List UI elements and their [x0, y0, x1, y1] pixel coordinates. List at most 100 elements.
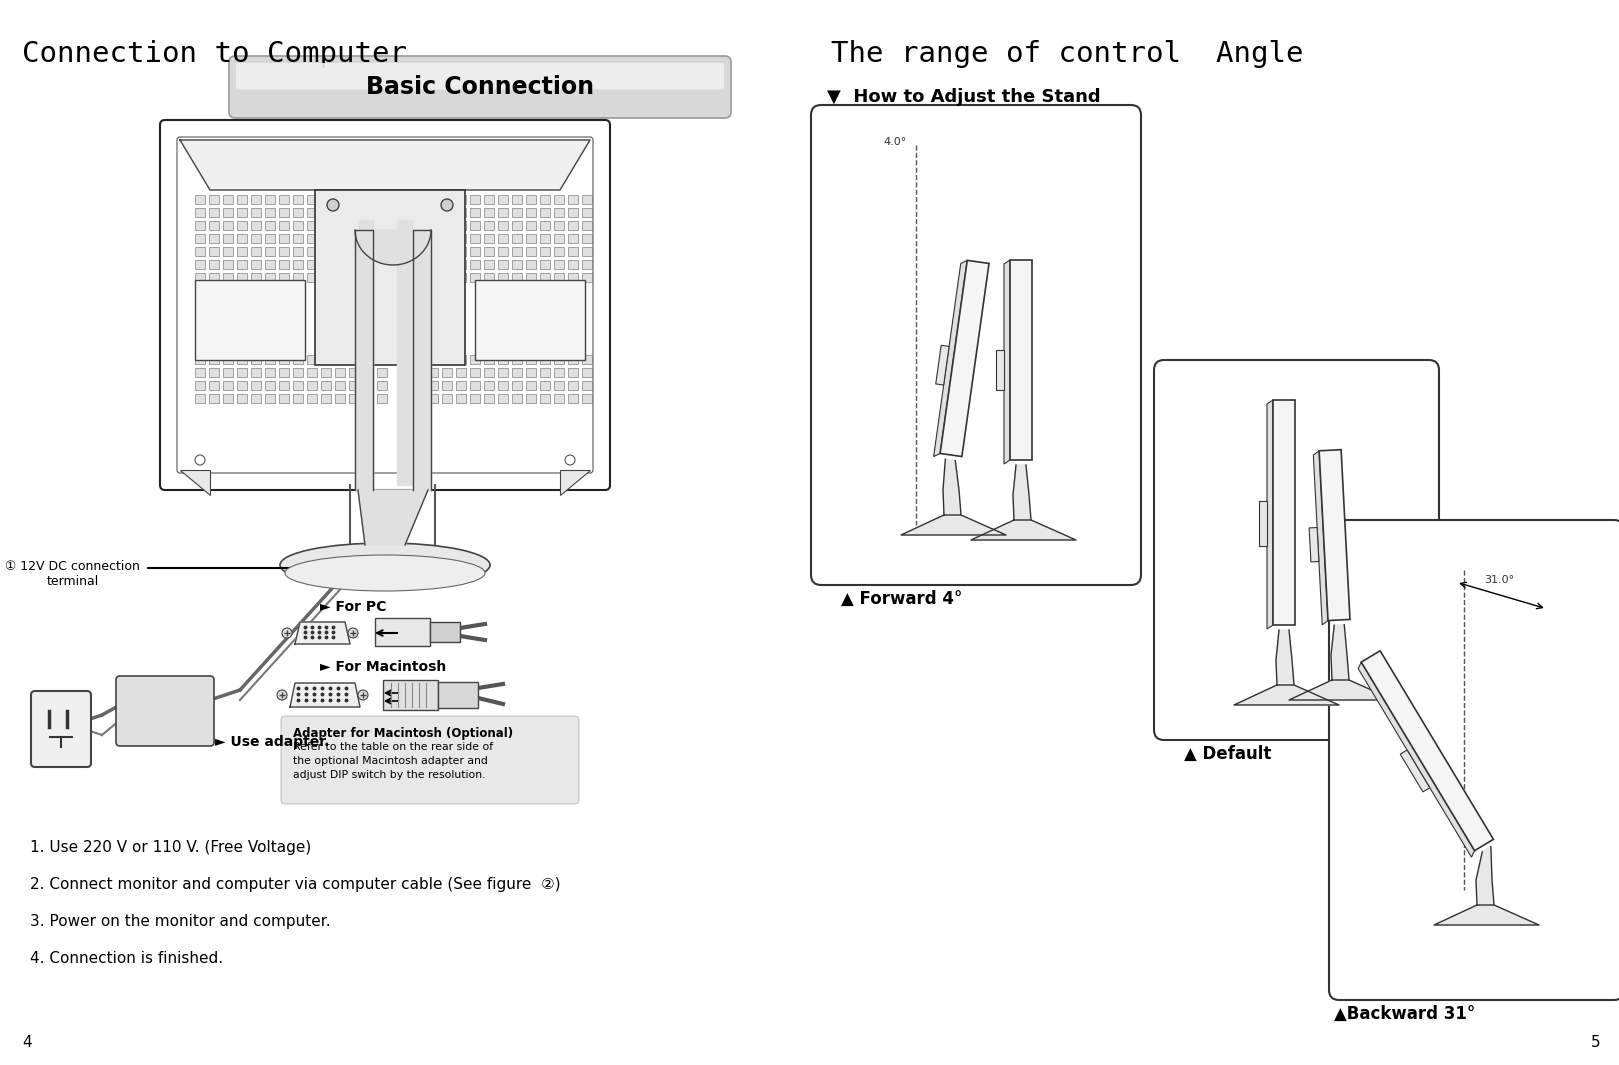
Bar: [209, 355, 219, 364]
Bar: [223, 195, 233, 204]
Polygon shape: [1434, 905, 1540, 925]
Bar: [568, 234, 578, 243]
Bar: [427, 234, 439, 243]
Bar: [266, 234, 275, 243]
Bar: [442, 381, 452, 390]
Bar: [400, 195, 410, 204]
Bar: [251, 195, 261, 204]
Polygon shape: [934, 260, 967, 457]
Bar: [321, 195, 330, 204]
Bar: [541, 355, 550, 364]
Bar: [526, 260, 536, 269]
Bar: [526, 247, 536, 256]
Bar: [484, 222, 494, 230]
Polygon shape: [1362, 651, 1493, 851]
FancyBboxPatch shape: [1329, 520, 1619, 1000]
Bar: [526, 234, 536, 243]
Text: ► Use adapter.: ► Use adapter.: [215, 735, 329, 749]
Bar: [442, 260, 452, 269]
Bar: [308, 260, 317, 269]
Bar: [568, 247, 578, 256]
Bar: [316, 190, 465, 365]
Bar: [293, 260, 303, 269]
Bar: [377, 394, 387, 403]
Bar: [293, 368, 303, 377]
Bar: [414, 355, 424, 364]
Bar: [484, 355, 494, 364]
Polygon shape: [1358, 662, 1475, 857]
Bar: [457, 247, 466, 256]
Bar: [442, 195, 452, 204]
Bar: [236, 222, 248, 230]
Text: Basic Connection: Basic Connection: [366, 75, 594, 99]
Polygon shape: [1331, 625, 1349, 679]
Polygon shape: [180, 140, 589, 190]
Bar: [194, 381, 206, 390]
Bar: [308, 234, 317, 243]
FancyBboxPatch shape: [236, 63, 724, 89]
Bar: [414, 381, 424, 390]
Bar: [414, 247, 424, 256]
Bar: [251, 355, 261, 364]
Text: The range of control  Angle: The range of control Angle: [831, 40, 1303, 68]
Bar: [470, 222, 479, 230]
Bar: [470, 208, 479, 217]
Bar: [194, 222, 206, 230]
Bar: [427, 260, 439, 269]
Bar: [499, 222, 508, 230]
Text: 1. Use 220 V or 110 V. (Free Voltage): 1. Use 220 V or 110 V. (Free Voltage): [31, 840, 311, 855]
Bar: [484, 260, 494, 269]
Text: 4. Connection is finished.: 4. Connection is finished.: [31, 951, 223, 966]
Bar: [335, 355, 345, 364]
Bar: [266, 222, 275, 230]
Bar: [251, 368, 261, 377]
Bar: [512, 273, 521, 282]
Bar: [350, 273, 359, 282]
Bar: [363, 195, 372, 204]
Bar: [209, 273, 219, 282]
Bar: [512, 247, 521, 256]
Bar: [499, 247, 508, 256]
Polygon shape: [358, 490, 427, 545]
Bar: [499, 260, 508, 269]
Bar: [335, 394, 345, 403]
Bar: [414, 260, 424, 269]
Text: 3. Power on the monitor and computer.: 3. Power on the monitor and computer.: [31, 914, 330, 929]
Bar: [194, 247, 206, 256]
Bar: [293, 247, 303, 256]
Bar: [377, 355, 387, 364]
Bar: [499, 394, 508, 403]
Bar: [554, 247, 563, 256]
Polygon shape: [1313, 450, 1328, 625]
Polygon shape: [1004, 260, 1010, 464]
Bar: [554, 222, 563, 230]
Bar: [414, 368, 424, 377]
Bar: [470, 394, 479, 403]
Polygon shape: [996, 350, 1004, 390]
FancyBboxPatch shape: [228, 56, 732, 118]
Bar: [568, 208, 578, 217]
Bar: [321, 208, 330, 217]
Bar: [400, 247, 410, 256]
Polygon shape: [971, 520, 1077, 540]
Bar: [499, 208, 508, 217]
Text: ► For PC: ► For PC: [321, 600, 387, 615]
Bar: [194, 208, 206, 217]
Bar: [266, 260, 275, 269]
Bar: [442, 222, 452, 230]
Polygon shape: [1477, 847, 1494, 905]
Bar: [209, 381, 219, 390]
Bar: [512, 355, 521, 364]
Bar: [209, 222, 219, 230]
Bar: [400, 368, 410, 377]
Bar: [484, 247, 494, 256]
Bar: [568, 368, 578, 377]
Bar: [266, 394, 275, 403]
Bar: [541, 394, 550, 403]
Bar: [335, 234, 345, 243]
Bar: [470, 195, 479, 204]
Bar: [278, 381, 290, 390]
Bar: [251, 381, 261, 390]
Bar: [223, 355, 233, 364]
Bar: [293, 273, 303, 282]
